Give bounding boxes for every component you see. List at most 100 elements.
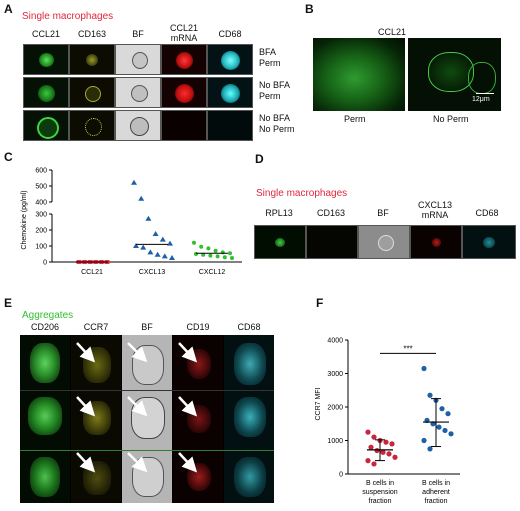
arrow-icon [127, 342, 148, 363]
micrograph-bf [122, 335, 172, 503]
data-point [374, 447, 380, 454]
data-point [371, 461, 377, 467]
micrograph-ccl21 [23, 110, 69, 141]
micrograph-ccl21 [23, 77, 69, 108]
data-point [208, 253, 213, 258]
data-point [145, 215, 152, 221]
data-point [386, 451, 392, 457]
panel-e-micrograph-grid [20, 335, 274, 503]
panel-d-label: D [255, 152, 264, 166]
y-tick-label: 300 [35, 212, 47, 219]
data-point [152, 231, 159, 236]
condition-2-line2: Perm [259, 91, 281, 101]
y-tick-label: 3000 [327, 371, 343, 378]
data-point [131, 179, 137, 185]
x-tick-label: B cells in [366, 480, 394, 487]
scale-bar-label: 12μm [472, 96, 490, 103]
arrow-icon [178, 452, 198, 473]
arrow-icon [127, 452, 148, 473]
panel-c-chart: Chemokine (pg/ml) 0 100 200 300 400 500 600 CCL… [21, 168, 242, 276]
panel-b-label: B [305, 2, 314, 16]
micrograph-ccr7 [71, 335, 121, 503]
micrograph-cxcl13-mrna [410, 225, 462, 259]
panel-a-row-3 [23, 110, 253, 141]
panel-e-title: Aggregates [22, 310, 74, 321]
data-point [169, 255, 175, 260]
panel-e-header-ccr7: CCR7 [83, 322, 109, 332]
data-point [389, 441, 395, 447]
micrograph-cd163 [69, 110, 115, 141]
micrograph-cd68 [224, 335, 274, 503]
data-point [365, 429, 371, 435]
condition-3-line1: No BFA [259, 113, 291, 123]
panel-a-header-ccl21-mrna: CCL21 mRNA [161, 23, 207, 43]
panel-a-header-ccl21: CCL21 [31, 29, 60, 39]
micrograph-rpl13 [254, 225, 306, 259]
micrograph-cd163 [69, 44, 115, 75]
x-tick-label: B cells in [422, 480, 450, 487]
panel-a-header-bf: BF [132, 29, 144, 39]
panel-d-header-cxcl13-mrna: CXCL13 mRNA [410, 200, 460, 220]
condition-1-line1: BFA [259, 47, 277, 57]
panel-a-condition-2: No BFA Perm [259, 80, 290, 102]
data-point [436, 424, 442, 430]
condition-3-line2: No Perm [259, 124, 295, 134]
data-point [230, 256, 234, 260]
panel-a-header-cd68: CD68 [218, 29, 242, 39]
panel-d-header-cxcl13-line2: mRNA [421, 210, 449, 220]
micrograph-ccl21-mrna [161, 44, 207, 75]
panel-d-header-rpl13: RPL13 [265, 208, 293, 218]
x-tick-label: CXCL13 [139, 269, 166, 276]
y-tick-label: 200 [35, 228, 47, 235]
panel-c-ylabel: Chemokine (pg/ml) [21, 190, 28, 249]
arrow-icon [178, 396, 198, 417]
panel-f-ylabel: CCR7 MFI [315, 387, 322, 420]
panel-f-chart: CCR7 MFI 0 1000 2000 3000 4000 *** B cells i… [315, 338, 460, 505]
data-point [448, 431, 454, 437]
panel-d-header-cxcl13-line1: CXCL13 [417, 200, 453, 210]
x-tick-label: fraction [425, 498, 448, 505]
data-point [439, 406, 445, 412]
data-point [167, 240, 173, 246]
condition-2-line1: No BFA [259, 80, 291, 90]
y-tick-label: 600 [35, 168, 47, 175]
panel-a-title: Single macrophages [22, 11, 114, 22]
data-point [133, 243, 139, 248]
data-point [368, 444, 374, 450]
micrograph-ccl21-mrna [161, 110, 207, 141]
micrograph-cd68 [207, 110, 253, 141]
data-point [380, 449, 386, 455]
data-point [161, 253, 168, 259]
x-tick-label: CCL21 [81, 269, 103, 276]
y-tick-label: 4000 [327, 338, 343, 345]
micrograph-no-perm: 12μm [408, 38, 501, 111]
data-point [159, 236, 166, 242]
panel-a-row-1 [23, 44, 253, 75]
panel-a-header-cd163: CD163 [77, 29, 106, 39]
panel-d-header-bf: BF [377, 208, 389, 218]
panel-e-header-cd68: CD68 [237, 322, 261, 332]
data-point [445, 411, 451, 417]
micrograph-bf [115, 44, 161, 75]
data-point [154, 251, 161, 257]
panel-e-arrows [76, 342, 198, 473]
condition-1-line2: Perm [259, 58, 281, 68]
data-point [228, 251, 232, 256]
micrograph-bf [115, 110, 161, 141]
y-tick-label: 500 [35, 184, 47, 191]
panel-a-row-2 [23, 77, 253, 108]
data-point [222, 255, 227, 260]
data-point [192, 240, 196, 245]
scale-bar [476, 93, 494, 94]
panel-a-condition-3: No BFA No Perm [259, 113, 295, 135]
data-point [392, 454, 398, 460]
micrograph-bf [115, 77, 161, 108]
data-point [365, 458, 371, 464]
data-point [199, 244, 204, 249]
panel-a-header-ccl21-mrna-line1: CCL21 [169, 23, 198, 33]
data-point [201, 252, 206, 257]
arrow-icon [76, 342, 96, 363]
arrow-icon [76, 452, 96, 473]
panel-e-label: E [4, 296, 13, 310]
data-point [147, 249, 154, 255]
